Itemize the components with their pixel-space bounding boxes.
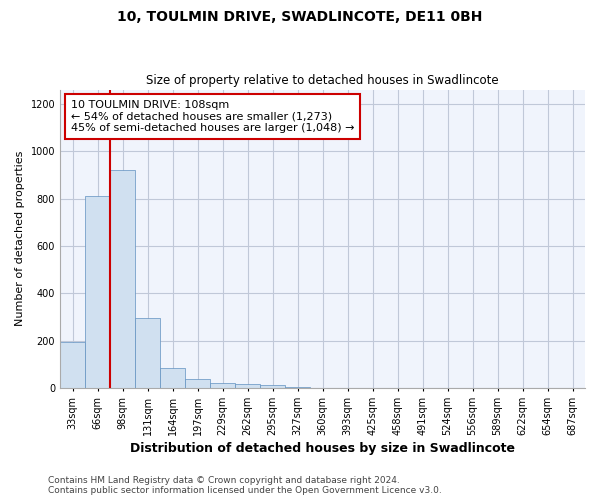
- Bar: [160, 368, 185, 388]
- Bar: [210, 384, 235, 388]
- Bar: [185, 379, 210, 388]
- Bar: [285, 387, 310, 388]
- Bar: [85, 196, 110, 388]
- Bar: [110, 170, 135, 388]
- Bar: [260, 386, 285, 388]
- Bar: [60, 342, 85, 388]
- Text: Contains HM Land Registry data © Crown copyright and database right 2024.
Contai: Contains HM Land Registry data © Crown c…: [48, 476, 442, 495]
- Y-axis label: Number of detached properties: Number of detached properties: [15, 151, 25, 326]
- Title: Size of property relative to detached houses in Swadlincote: Size of property relative to detached ho…: [146, 74, 499, 87]
- Bar: [235, 384, 260, 388]
- Bar: [135, 318, 160, 388]
- Text: 10 TOULMIN DRIVE: 108sqm
← 54% of detached houses are smaller (1,273)
45% of sem: 10 TOULMIN DRIVE: 108sqm ← 54% of detach…: [71, 100, 354, 133]
- X-axis label: Distribution of detached houses by size in Swadlincote: Distribution of detached houses by size …: [130, 442, 515, 455]
- Text: 10, TOULMIN DRIVE, SWADLINCOTE, DE11 0BH: 10, TOULMIN DRIVE, SWADLINCOTE, DE11 0BH: [118, 10, 482, 24]
